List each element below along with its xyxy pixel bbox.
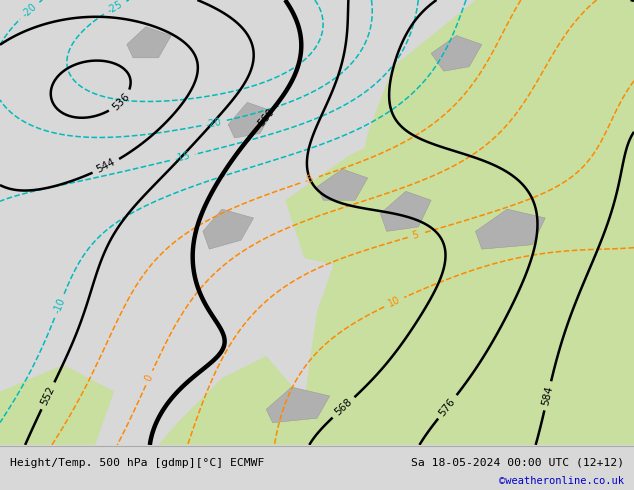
Text: Sa 18-05-2024 00:00 UTC (12+12): Sa 18-05-2024 00:00 UTC (12+12) bbox=[411, 458, 624, 468]
Text: ©weatheronline.co.uk: ©weatheronline.co.uk bbox=[500, 476, 624, 487]
Text: -5: -5 bbox=[303, 173, 316, 186]
Polygon shape bbox=[266, 387, 330, 423]
Polygon shape bbox=[431, 36, 482, 71]
Text: 584: 584 bbox=[541, 385, 555, 407]
Text: 544: 544 bbox=[95, 157, 117, 175]
Polygon shape bbox=[127, 26, 171, 58]
Text: -20: -20 bbox=[20, 1, 39, 20]
Text: -25: -25 bbox=[105, 0, 124, 16]
Polygon shape bbox=[228, 102, 273, 138]
Text: 0: 0 bbox=[143, 373, 155, 383]
Polygon shape bbox=[203, 209, 254, 249]
Polygon shape bbox=[476, 209, 545, 249]
Text: 536: 536 bbox=[110, 91, 131, 112]
Polygon shape bbox=[520, 178, 634, 334]
Text: 552: 552 bbox=[39, 385, 56, 407]
Text: -15: -15 bbox=[174, 151, 191, 164]
Polygon shape bbox=[380, 191, 431, 231]
Polygon shape bbox=[317, 169, 368, 200]
Text: -10: -10 bbox=[52, 296, 67, 315]
Text: 10: 10 bbox=[387, 295, 402, 309]
Text: 568: 568 bbox=[333, 397, 354, 418]
Polygon shape bbox=[285, 124, 507, 276]
Text: 5: 5 bbox=[411, 229, 420, 241]
Polygon shape bbox=[0, 365, 114, 445]
Text: 576: 576 bbox=[437, 396, 458, 418]
Polygon shape bbox=[304, 0, 634, 445]
Polygon shape bbox=[158, 356, 330, 445]
Text: Height/Temp. 500 hPa [gdmp][°C] ECMWF: Height/Temp. 500 hPa [gdmp][°C] ECMWF bbox=[10, 458, 264, 468]
Text: -20: -20 bbox=[205, 117, 223, 129]
Text: 560: 560 bbox=[256, 107, 276, 128]
